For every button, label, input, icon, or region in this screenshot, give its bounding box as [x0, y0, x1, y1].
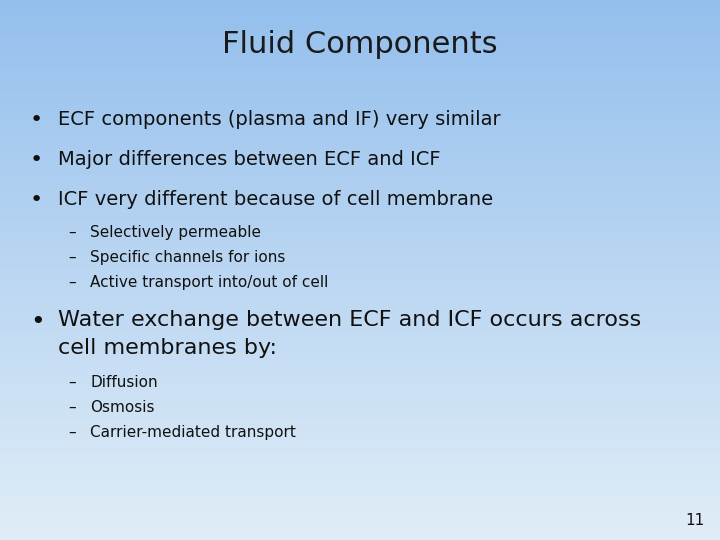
Text: Fluid Components: Fluid Components — [222, 30, 498, 59]
Text: Osmosis: Osmosis — [90, 400, 155, 415]
Text: Diffusion: Diffusion — [90, 375, 158, 390]
Text: •: • — [30, 110, 43, 130]
Text: Specific channels for ions: Specific channels for ions — [90, 250, 285, 265]
Text: Active transport into/out of cell: Active transport into/out of cell — [90, 275, 328, 290]
Text: Major differences between ECF and ICF: Major differences between ECF and ICF — [58, 150, 441, 169]
Text: ICF very different because of cell membrane: ICF very different because of cell membr… — [58, 190, 493, 209]
Text: 11: 11 — [685, 513, 705, 528]
Text: –: – — [68, 275, 76, 290]
Text: –: – — [68, 400, 76, 415]
Text: cell membranes by:: cell membranes by: — [58, 338, 277, 358]
Text: –: – — [68, 375, 76, 390]
Text: •: • — [30, 310, 45, 334]
Text: •: • — [30, 150, 43, 170]
Text: ECF components (plasma and IF) very similar: ECF components (plasma and IF) very simi… — [58, 110, 500, 129]
Text: Carrier-mediated transport: Carrier-mediated transport — [90, 425, 296, 440]
Text: •: • — [30, 190, 43, 210]
Text: Selectively permeable: Selectively permeable — [90, 225, 261, 240]
Text: –: – — [68, 425, 76, 440]
Text: –: – — [68, 250, 76, 265]
Text: –: – — [68, 225, 76, 240]
Text: Water exchange between ECF and ICF occurs across: Water exchange between ECF and ICF occur… — [58, 310, 642, 330]
